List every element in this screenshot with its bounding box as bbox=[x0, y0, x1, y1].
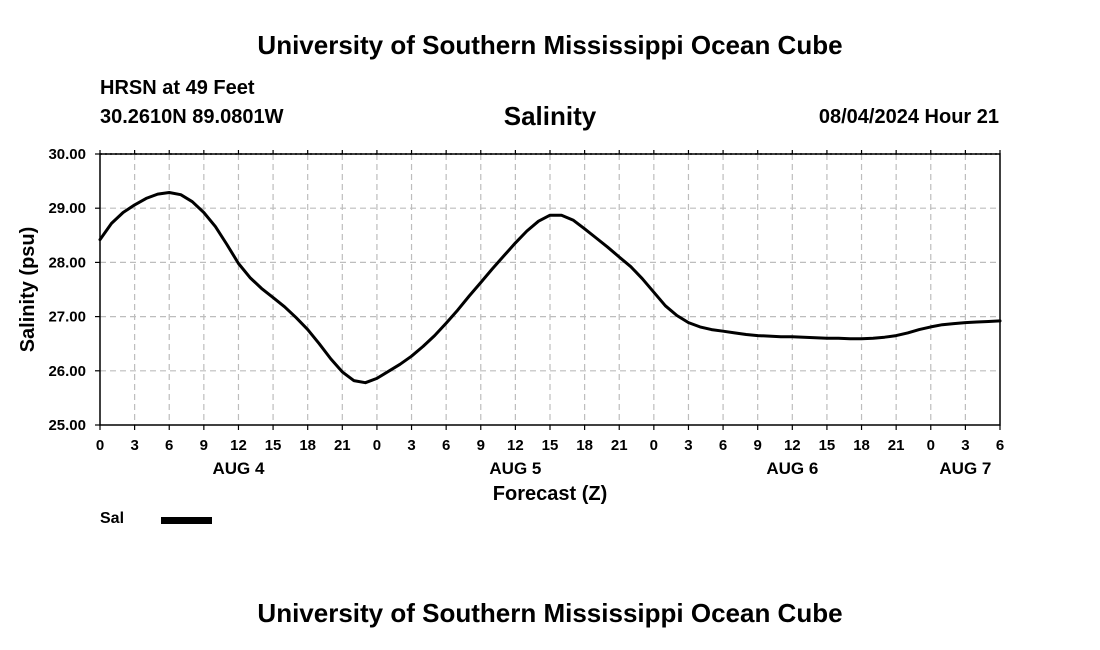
y-tick-label: 27.00 bbox=[48, 309, 86, 326]
x-tick-label: 21 bbox=[611, 437, 628, 454]
x-tick-label: 12 bbox=[507, 437, 524, 454]
x-tick-label: 15 bbox=[542, 437, 559, 454]
x-tick-label: 3 bbox=[407, 437, 415, 454]
chart-grid bbox=[100, 153, 1000, 425]
x-tick-label: 9 bbox=[754, 437, 762, 454]
y-tick-label: 28.00 bbox=[48, 254, 86, 271]
x-tick-label: 18 bbox=[299, 437, 316, 454]
y-tick-label: 25.00 bbox=[48, 417, 86, 434]
page-title: University of Southern Mississippi Ocean… bbox=[257, 30, 843, 60]
x-tick-label: 6 bbox=[996, 437, 1004, 454]
x-tick-label: 0 bbox=[96, 437, 104, 454]
legend-line-swatch bbox=[161, 517, 212, 524]
x-tick-label: 9 bbox=[200, 437, 208, 454]
x-tick-label: 3 bbox=[684, 437, 692, 454]
series-line-sal bbox=[98, 191, 1002, 385]
x-tick-label: 3 bbox=[961, 437, 969, 454]
x-tick-label: 6 bbox=[442, 437, 450, 454]
y-axis-title: Salinity (psu) bbox=[17, 227, 39, 353]
x-tick-label: 12 bbox=[784, 437, 801, 454]
forecast-issue-time: 08/04/2024 Hour 21 bbox=[818, 106, 999, 128]
day-label: AUG 6 bbox=[766, 459, 818, 478]
legend-label: Sal bbox=[100, 510, 125, 527]
x-tick-label: 12 bbox=[230, 437, 247, 454]
y-tick-label: 29.00 bbox=[48, 200, 86, 217]
footer-title: University of Southern Mississippi Ocean… bbox=[257, 598, 843, 628]
y-tick-label: 26.00 bbox=[48, 363, 86, 380]
axis-ticks bbox=[95, 150, 1001, 430]
x-tick-label: 3 bbox=[130, 437, 138, 454]
x-tick-label: 21 bbox=[334, 437, 351, 454]
x-tick-label: 6 bbox=[165, 437, 173, 454]
chart-title: Salinity bbox=[503, 101, 597, 131]
x-tick-label: 18 bbox=[853, 437, 870, 454]
series-layer bbox=[98, 191, 1002, 385]
x-tick-label: 15 bbox=[819, 437, 836, 454]
x-tick-label: 18 bbox=[576, 437, 593, 454]
x-tick-label: 15 bbox=[265, 437, 282, 454]
day-label: AUG 7 bbox=[939, 459, 991, 478]
x-tick-label: 9 bbox=[477, 437, 485, 454]
x-axis-title: Forecast (Z) bbox=[493, 483, 607, 505]
x-tick-label: 6 bbox=[719, 437, 727, 454]
x-tick-label: 0 bbox=[927, 437, 935, 454]
y-tick-label: 30.00 bbox=[48, 146, 86, 163]
day-label: AUG 5 bbox=[489, 459, 541, 478]
x-tick-label: 0 bbox=[650, 437, 658, 454]
station-label: HRSN at 49 Feet bbox=[100, 77, 255, 99]
day-label: AUG 4 bbox=[212, 459, 265, 478]
axis-labels: 0 3 6 9 12 15 18 21 0 3 6 9 12 15 18 21 0 3 6 9 12 15 18 21 0 3 6 2… bbox=[48, 146, 1004, 478]
station-coordinates: 30.2610N 89.0801W bbox=[100, 106, 284, 128]
x-tick-label: 21 bbox=[888, 437, 905, 454]
x-tick-label: 0 bbox=[373, 437, 381, 454]
